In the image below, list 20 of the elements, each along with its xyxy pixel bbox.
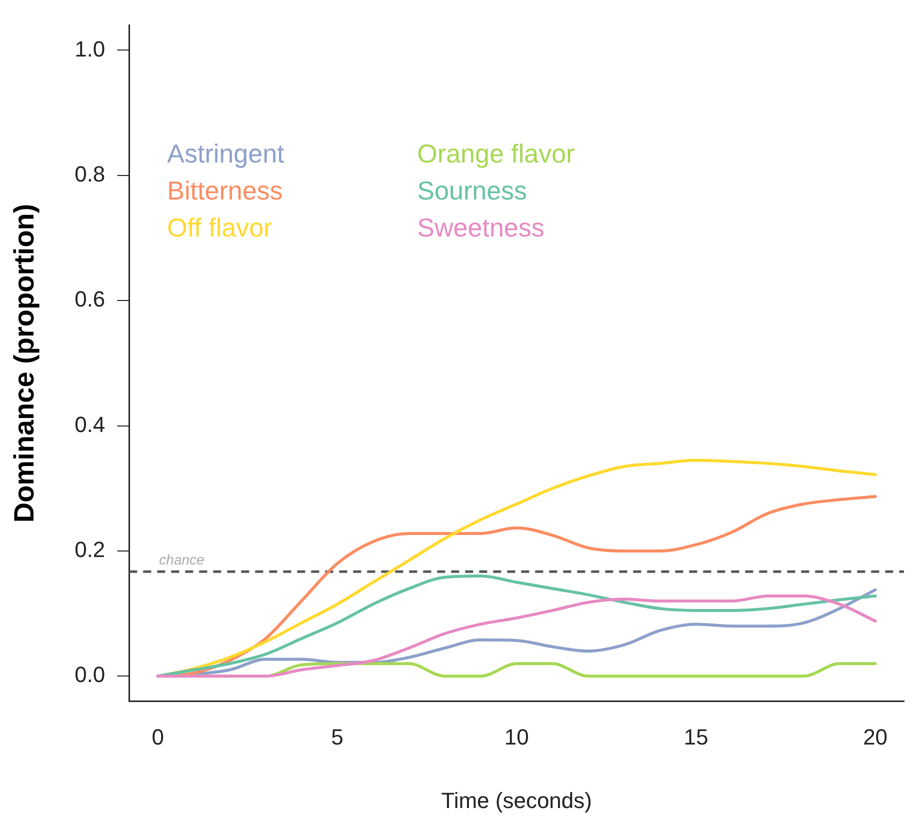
ref-line-label: chance	[159, 552, 205, 568]
y-tick-label: 0.0	[74, 662, 106, 688]
text: Bitterness	[167, 175, 283, 206]
text: Orange flavor	[417, 138, 576, 168]
x-tick-label: 15	[684, 724, 708, 750]
y-tick-label: 0.2	[74, 537, 106, 562]
text: Sweetness	[417, 212, 544, 242]
text: Astringent	[167, 138, 286, 168]
y-tick-label: 0.6	[74, 286, 106, 312]
y-tick-label: 0.4	[74, 412, 106, 437]
y-axis-title: Dominance (proportion)	[8, 204, 40, 523]
x-tick-label: 5	[331, 724, 344, 750]
x-tick-label: 20	[863, 724, 888, 750]
x-tick-label: 10	[504, 724, 529, 750]
x-axis-title: Time (seconds)	[441, 788, 592, 813]
text: Off flavor	[167, 212, 273, 242]
text: Sourness	[417, 175, 528, 206]
y-tick-label: 1.0	[74, 36, 106, 62]
x-tick-label: 0	[152, 724, 164, 750]
y-tick-label: 0.8	[74, 161, 106, 186]
